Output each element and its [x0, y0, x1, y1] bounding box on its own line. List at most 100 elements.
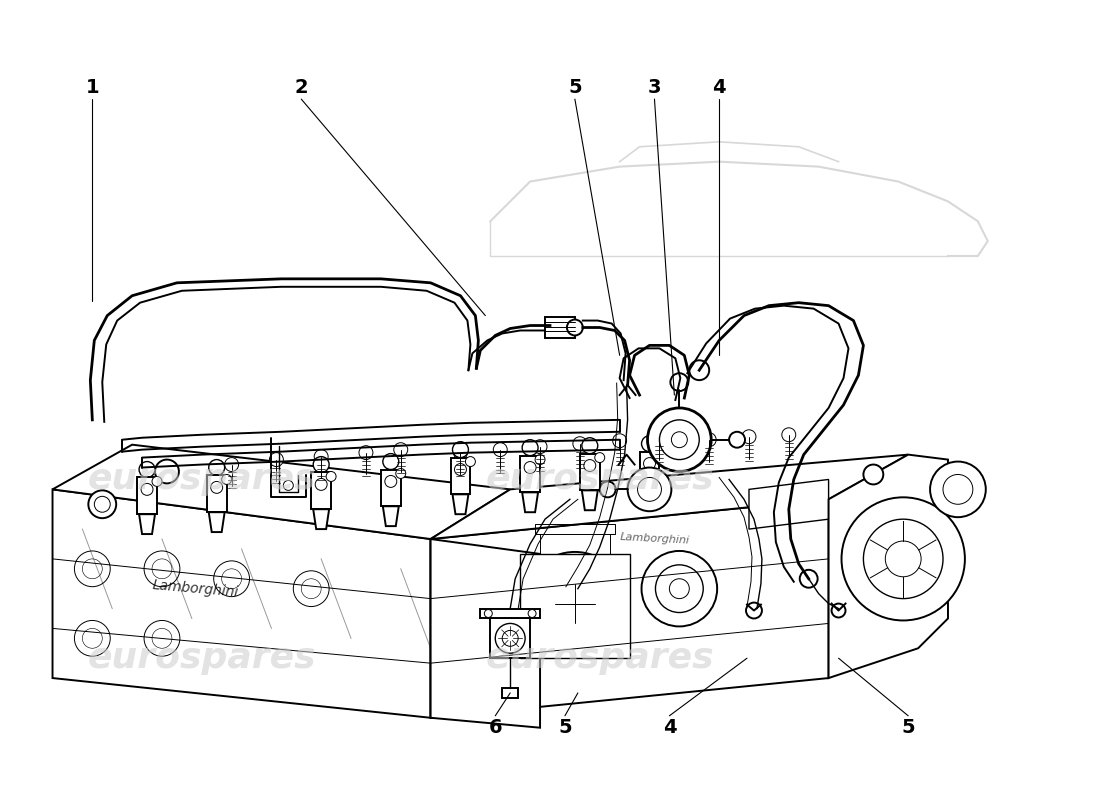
Circle shape — [656, 565, 703, 613]
Polygon shape — [53, 490, 430, 718]
Circle shape — [648, 408, 712, 471]
Polygon shape — [430, 499, 828, 718]
Circle shape — [524, 462, 536, 474]
Circle shape — [800, 570, 817, 588]
Circle shape — [670, 578, 690, 598]
Text: 4: 4 — [713, 78, 726, 97]
Circle shape — [535, 454, 544, 465]
Circle shape — [573, 437, 586, 450]
Circle shape — [222, 474, 232, 485]
Circle shape — [88, 490, 117, 518]
Circle shape — [652, 430, 667, 445]
Circle shape — [742, 430, 756, 444]
Circle shape — [82, 629, 102, 648]
Polygon shape — [209, 512, 224, 532]
Circle shape — [584, 459, 596, 471]
Polygon shape — [491, 618, 530, 658]
Circle shape — [82, 559, 102, 578]
Circle shape — [465, 457, 475, 466]
Polygon shape — [452, 494, 469, 514]
Circle shape — [213, 561, 250, 597]
Circle shape — [316, 478, 327, 490]
Circle shape — [359, 446, 373, 459]
Text: 5: 5 — [901, 718, 915, 738]
Circle shape — [270, 453, 284, 466]
Circle shape — [628, 467, 671, 511]
Polygon shape — [641, 488, 658, 508]
Circle shape — [301, 578, 321, 598]
Circle shape — [943, 474, 972, 504]
Circle shape — [152, 477, 162, 486]
Circle shape — [209, 459, 224, 475]
Circle shape — [484, 610, 493, 618]
Circle shape — [284, 481, 294, 490]
Polygon shape — [580, 454, 600, 490]
Circle shape — [560, 589, 590, 618]
Circle shape — [326, 471, 337, 482]
Circle shape — [729, 432, 745, 448]
Text: eurospares: eurospares — [88, 641, 316, 675]
Circle shape — [152, 559, 172, 578]
Polygon shape — [582, 490, 597, 510]
Circle shape — [702, 433, 716, 446]
Text: eurospares: eurospares — [485, 641, 714, 675]
Text: eurospares: eurospares — [485, 462, 714, 497]
Circle shape — [383, 454, 399, 470]
Text: 1: 1 — [86, 78, 99, 97]
Circle shape — [638, 478, 661, 502]
Circle shape — [294, 571, 329, 606]
Polygon shape — [53, 445, 510, 539]
Polygon shape — [503, 688, 518, 698]
Circle shape — [534, 440, 547, 454]
Circle shape — [540, 569, 609, 638]
Text: 5: 5 — [568, 78, 582, 97]
Circle shape — [931, 462, 986, 517]
Polygon shape — [138, 478, 157, 514]
Circle shape — [139, 462, 155, 478]
Polygon shape — [544, 317, 575, 338]
Polygon shape — [639, 452, 659, 488]
Text: 2: 2 — [295, 78, 308, 97]
Circle shape — [152, 629, 172, 648]
Circle shape — [222, 569, 242, 589]
Circle shape — [524, 552, 627, 655]
Polygon shape — [207, 475, 227, 512]
Circle shape — [566, 319, 583, 335]
Circle shape — [842, 498, 965, 621]
Circle shape — [522, 440, 538, 456]
Circle shape — [746, 602, 762, 618]
Circle shape — [782, 428, 795, 442]
Circle shape — [385, 475, 397, 487]
Circle shape — [690, 360, 710, 380]
Circle shape — [453, 446, 468, 459]
Polygon shape — [311, 473, 331, 510]
Circle shape — [75, 551, 110, 586]
Polygon shape — [430, 539, 540, 728]
Circle shape — [641, 436, 658, 452]
Circle shape — [600, 482, 616, 498]
Circle shape — [155, 459, 179, 483]
Circle shape — [864, 465, 883, 485]
Polygon shape — [381, 470, 400, 506]
Circle shape — [595, 453, 605, 462]
Circle shape — [144, 621, 180, 656]
Circle shape — [95, 496, 110, 512]
Text: 6: 6 — [488, 718, 502, 738]
Circle shape — [582, 438, 597, 454]
Text: 4: 4 — [662, 718, 676, 738]
Circle shape — [224, 458, 239, 471]
Circle shape — [144, 551, 180, 586]
Circle shape — [644, 458, 656, 470]
Text: Lamborghini: Lamborghini — [619, 532, 690, 546]
Text: Lamborghini: Lamborghini — [152, 578, 240, 599]
Circle shape — [864, 519, 943, 598]
Polygon shape — [522, 492, 538, 512]
Polygon shape — [481, 609, 540, 618]
Polygon shape — [520, 456, 540, 492]
Circle shape — [654, 450, 664, 461]
Circle shape — [659, 420, 700, 459]
Polygon shape — [430, 454, 909, 539]
Circle shape — [314, 457, 329, 473]
Polygon shape — [520, 554, 629, 658]
Circle shape — [493, 442, 507, 457]
